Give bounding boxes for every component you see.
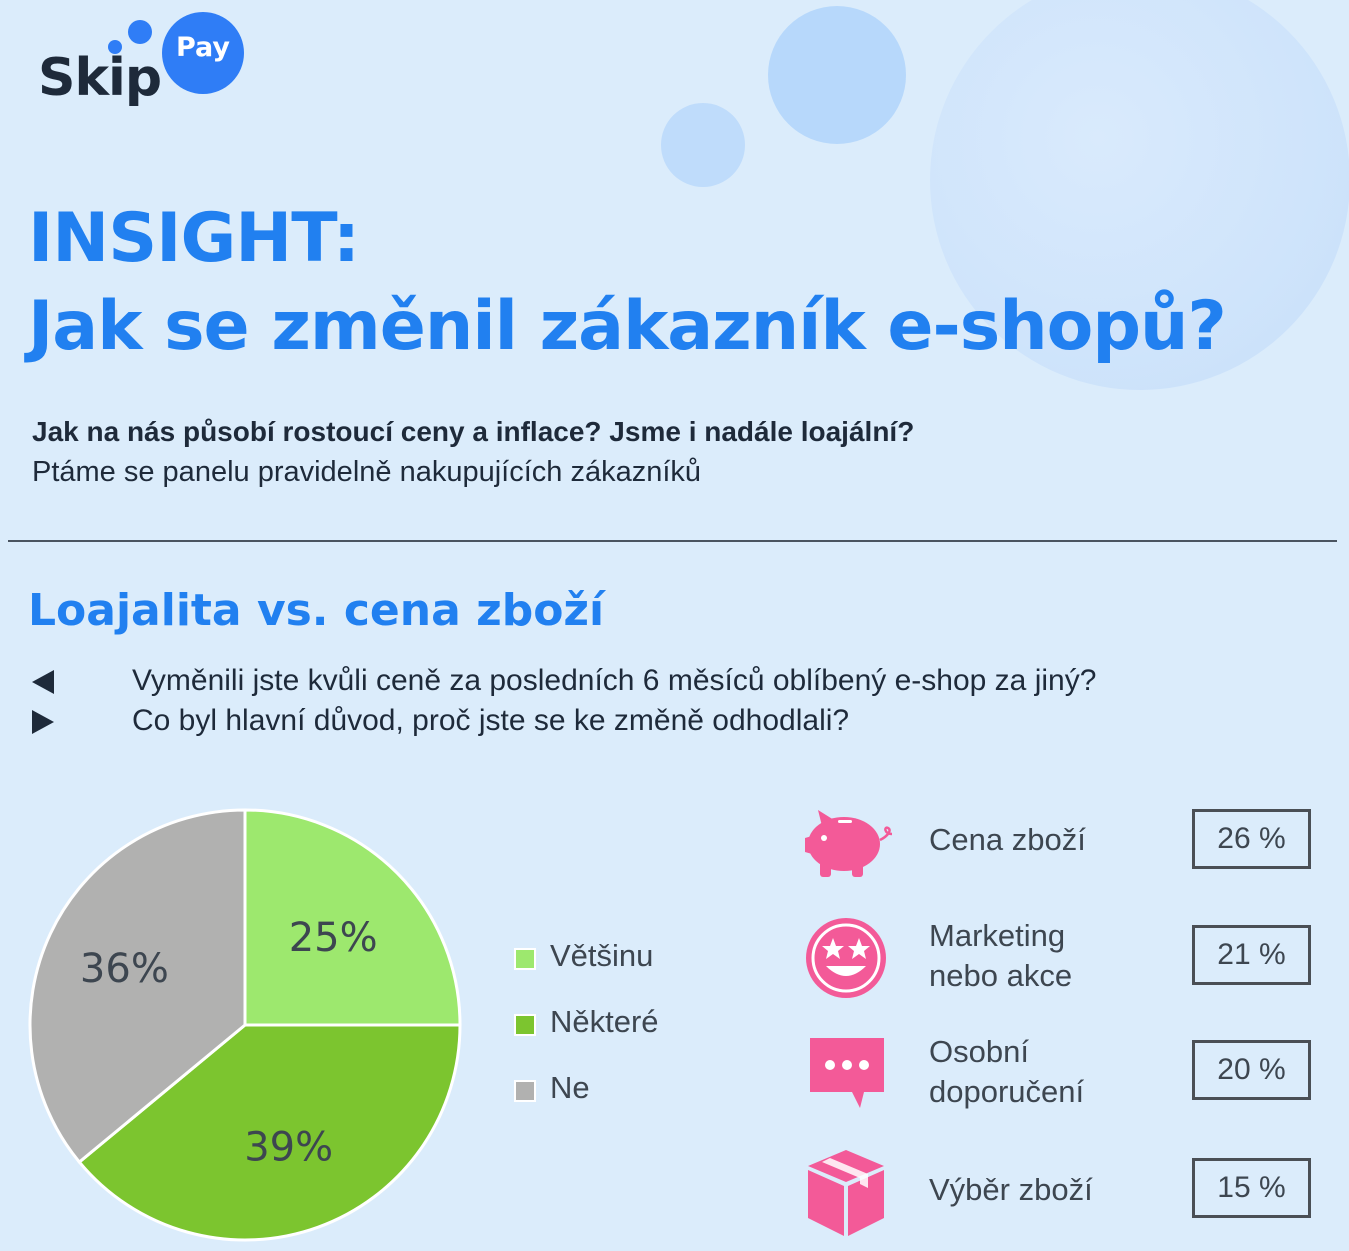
reason-value: 21 %: [1192, 925, 1311, 985]
reason-label-line-1: Osobní: [929, 1034, 1029, 1069]
legend-swatch: [514, 1014, 536, 1036]
pie-data-label-2: 36%: [80, 946, 169, 992]
reason-label: Cena zboží: [929, 822, 1086, 857]
chat-bubble-icon: [810, 1038, 884, 1108]
reason-label-line-2: nebo akce: [929, 958, 1073, 993]
skippay-logo: Skip Pay: [36, 8, 246, 108]
reason-label-line-1: Marketing: [929, 918, 1066, 953]
pie-data-label-0: 25%: [289, 915, 378, 961]
reason-row-marketing: Marketing nebo akce 21 %: [800, 912, 1330, 1002]
decorative-circle-small: [661, 103, 745, 187]
logo-word: Skip: [38, 48, 162, 108]
reason-label-line-2: doporučení: [929, 1074, 1085, 1109]
triangle-left-icon: [32, 670, 54, 694]
subtitle-bold: Jak na nás působí rostoucí ceny a inflac…: [32, 416, 915, 447]
reason-row-selection: Výběr zboží 15 %: [800, 1146, 1330, 1236]
logo-dot-medium: [128, 20, 152, 44]
divider: [8, 540, 1337, 542]
section-title: Loajalita vs. cena zboží: [28, 585, 605, 636]
question-1: Vyměnili jste kvůli ceně za posledních 6…: [0, 664, 1349, 704]
legend-item-ne: Ne: [514, 1070, 734, 1110]
piggy-bank-icon: [805, 810, 892, 877]
decorative-circle-large: [930, 0, 1349, 390]
title-line-1: INSIGHT:: [28, 199, 360, 278]
pie-slice-0: [243, 808, 462, 1027]
logo-badge: Pay: [175, 32, 231, 63]
reason-value: 26 %: [1192, 809, 1311, 869]
title-line-2: Jak se změnil zákazník e-shopů?: [28, 287, 1227, 366]
legend-label: Většinu: [550, 938, 654, 973]
subtitle: Ptáme se panelu pravidelně nakupujících …: [32, 456, 702, 488]
pie-slice-2: [28, 808, 247, 1165]
reason-row-price: Cena zboží 26 %: [800, 796, 1330, 886]
legend-label: Některé: [550, 1004, 659, 1039]
legend-label: Ne: [550, 1070, 590, 1105]
reason-row-recommendation: Osobní doporučení 20 %: [800, 1030, 1330, 1120]
triangle-right-icon: [32, 710, 54, 734]
pie-data-label-1: 39%: [244, 1124, 333, 1170]
logo-dot-small: [108, 40, 122, 54]
reason-label: Výběr zboží: [929, 1172, 1093, 1207]
star-eyes-emoji-icon: [806, 918, 886, 998]
page-title: INSIGHT: Jak se změnil zákazník e-shopů?: [28, 195, 1227, 371]
pie-slice-1: [77, 1023, 462, 1242]
legend-item-vetsinu: Většinu: [514, 938, 734, 978]
legend-swatch: [514, 1080, 536, 1102]
question-2: Co byl hlavní důvod, proč jste se ke změ…: [0, 704, 1349, 744]
logo-pay-bubble: [162, 12, 244, 94]
question-2-text: Co byl hlavní důvod, proč jste se ke změ…: [132, 704, 850, 737]
decorative-circle-medium: [768, 6, 906, 144]
pie-chart: 25% 39% 36%: [28, 808, 462, 1242]
package-box-icon: [808, 1150, 884, 1236]
legend-swatch: [514, 948, 536, 970]
reason-value: 15 %: [1192, 1158, 1311, 1218]
question-1-text: Vyměnili jste kvůli ceně za posledních 6…: [132, 664, 1097, 697]
legend-item-nektere: Některé: [514, 1004, 734, 1044]
reason-value: 20 %: [1192, 1040, 1311, 1100]
